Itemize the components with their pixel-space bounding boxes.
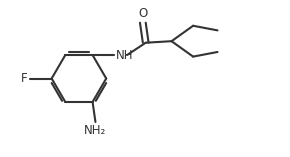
Text: F: F bbox=[21, 72, 28, 85]
Text: O: O bbox=[138, 7, 148, 20]
Text: NH: NH bbox=[115, 49, 133, 62]
Text: NH₂: NH₂ bbox=[84, 124, 107, 137]
